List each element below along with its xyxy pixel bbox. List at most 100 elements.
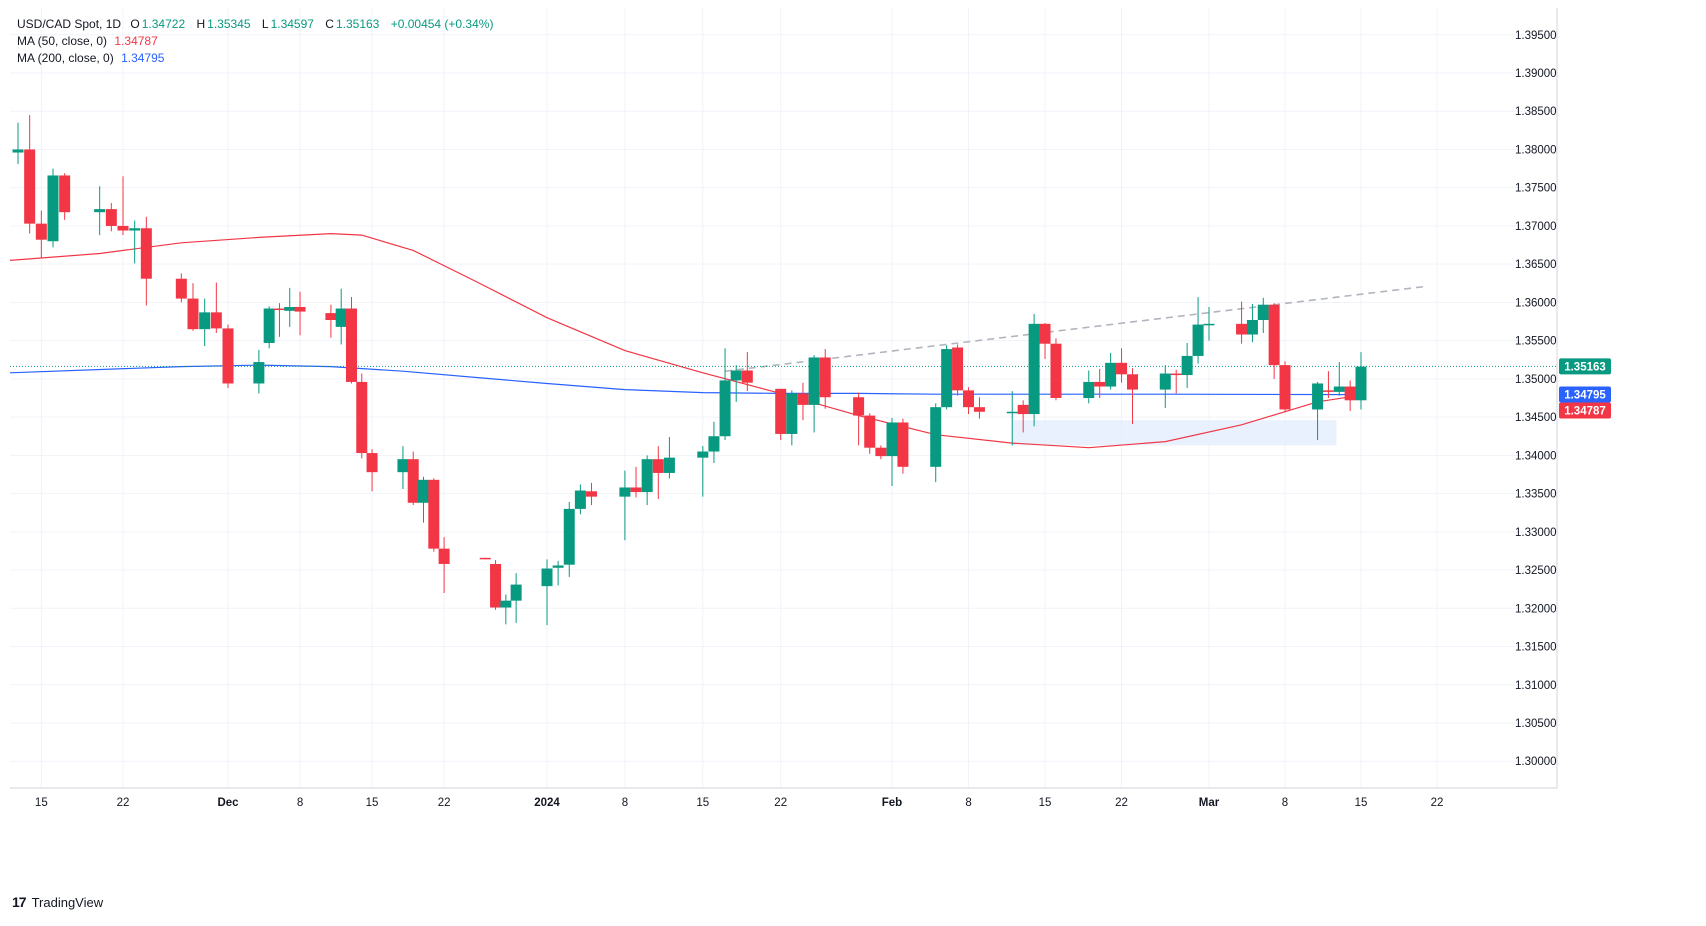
tradingview-logo[interactable]: 17 TradingView	[12, 894, 103, 910]
candle	[1344, 380, 1356, 411]
candle-body	[541, 568, 553, 587]
candle-body	[1126, 374, 1138, 390]
legend-open-label: O	[130, 17, 140, 31]
candle-body	[105, 209, 117, 226]
y-tick-label: 1.30500	[1515, 718, 1557, 730]
candle-body	[438, 548, 450, 564]
legend-ma50-row[interactable]: MA (50, close, 0) 1.34787	[17, 33, 493, 50]
candle-body	[1192, 324, 1204, 356]
candle-body	[335, 308, 347, 327]
candle	[586, 482, 598, 506]
x-tick-label: 15	[696, 797, 709, 809]
y-tick-label: 1.39000	[1515, 68, 1557, 80]
legend-symbol[interactable]: USD/CAD Spot, 1D	[17, 17, 122, 31]
candle	[973, 397, 985, 419]
x-tick-label: 8	[622, 797, 628, 809]
candle-body	[952, 347, 964, 391]
y-tick-label: 1.32500	[1515, 565, 1557, 577]
candle	[619, 470, 631, 541]
candle-body	[345, 308, 357, 382]
candle-body	[284, 307, 296, 311]
ma50-price-tag: 1.34787	[1559, 402, 1611, 419]
x-tick-label: 15	[35, 797, 48, 809]
candle	[510, 573, 522, 623]
y-tick-label: 1.35500	[1515, 336, 1557, 348]
y-tick-label: 1.31500	[1515, 642, 1557, 654]
candle	[438, 537, 450, 593]
candle-body	[973, 407, 985, 412]
candle	[697, 446, 709, 497]
candle-body	[428, 479, 440, 549]
candle-body	[853, 397, 865, 416]
candle-body	[1355, 366, 1367, 401]
candle-body	[563, 508, 575, 565]
candle-body	[1333, 386, 1345, 392]
candle	[345, 297, 357, 384]
candle	[663, 437, 675, 479]
candle	[963, 387, 975, 415]
x-tick-label: Mar	[1199, 797, 1220, 809]
candles-layer	[12, 115, 1367, 626]
candle-body	[1028, 323, 1040, 415]
ma200-price-tag-bg	[1559, 386, 1611, 403]
candle	[253, 349, 265, 394]
trendline-resistance	[724, 285, 1427, 373]
price-tags-layer: 1.35163 1.34795 1.34787	[1559, 358, 1611, 419]
legend-close-value: 1.35163	[335, 17, 380, 31]
candle	[35, 210, 47, 259]
candle-body	[1203, 323, 1215, 326]
legend-ma50-label: MA (50, close, 0)	[17, 34, 108, 48]
legend-ma200-row[interactable]: MA (200, close, 0) 1.34795	[17, 50, 493, 67]
candle	[1246, 303, 1258, 343]
y-tick-label: 1.37500	[1515, 183, 1557, 195]
candle	[1312, 381, 1324, 441]
legend-ma200-label: MA (200, close, 0)	[17, 51, 114, 65]
candle	[1039, 323, 1051, 359]
candle	[708, 421, 720, 463]
candle-body	[199, 312, 211, 330]
candle	[117, 176, 129, 236]
candle-body	[263, 308, 275, 343]
candle	[652, 446, 664, 499]
candle-body	[397, 459, 409, 473]
legend-ma200-value: 1.34795	[121, 51, 165, 65]
candle-body	[407, 459, 419, 503]
x-tick-label: 22	[1115, 797, 1128, 809]
candle-body	[941, 349, 953, 408]
ma50-price-tag-bg	[1559, 402, 1611, 419]
candle-body	[1181, 355, 1193, 376]
axes-layer: 1.30000 1.30500 1.31000 1.31500 1.32000 1.325…	[10, 8, 1558, 809]
candle	[1322, 371, 1334, 398]
candle-body	[47, 175, 59, 242]
candle	[1094, 368, 1106, 398]
candle-body	[1344, 386, 1356, 401]
support-zone-layer	[1012, 420, 1337, 446]
candle	[94, 186, 106, 236]
candle-body	[775, 388, 787, 434]
legend-low-value: 1.34597	[270, 17, 314, 31]
y-tick-label: 1.30000	[1515, 756, 1557, 768]
candle	[1257, 297, 1269, 333]
legend-low-label: L	[261, 17, 269, 31]
ma200-price-tag-label: 1.34795	[1564, 390, 1606, 402]
candle-body	[500, 600, 512, 608]
ma200-line	[9, 364, 1362, 396]
candle	[129, 220, 141, 264]
candle	[418, 476, 430, 523]
candle	[175, 273, 187, 303]
candle	[1236, 301, 1248, 344]
candle-body	[418, 479, 430, 503]
candle	[1017, 400, 1029, 433]
candle	[574, 484, 586, 515]
candle	[199, 298, 211, 346]
candle-body	[574, 490, 586, 509]
candle-body	[253, 362, 265, 384]
legend-ohlc-row: USD/CAD Spot, 1D O 1.34722 H 1.35345 L 1.34…	[17, 16, 493, 33]
candle-body	[1257, 304, 1269, 320]
candle-body	[35, 223, 47, 240]
candle-body	[1236, 323, 1248, 335]
legend-change: +0.00454 (+0.34%)	[390, 17, 494, 31]
candle-body	[886, 422, 898, 457]
